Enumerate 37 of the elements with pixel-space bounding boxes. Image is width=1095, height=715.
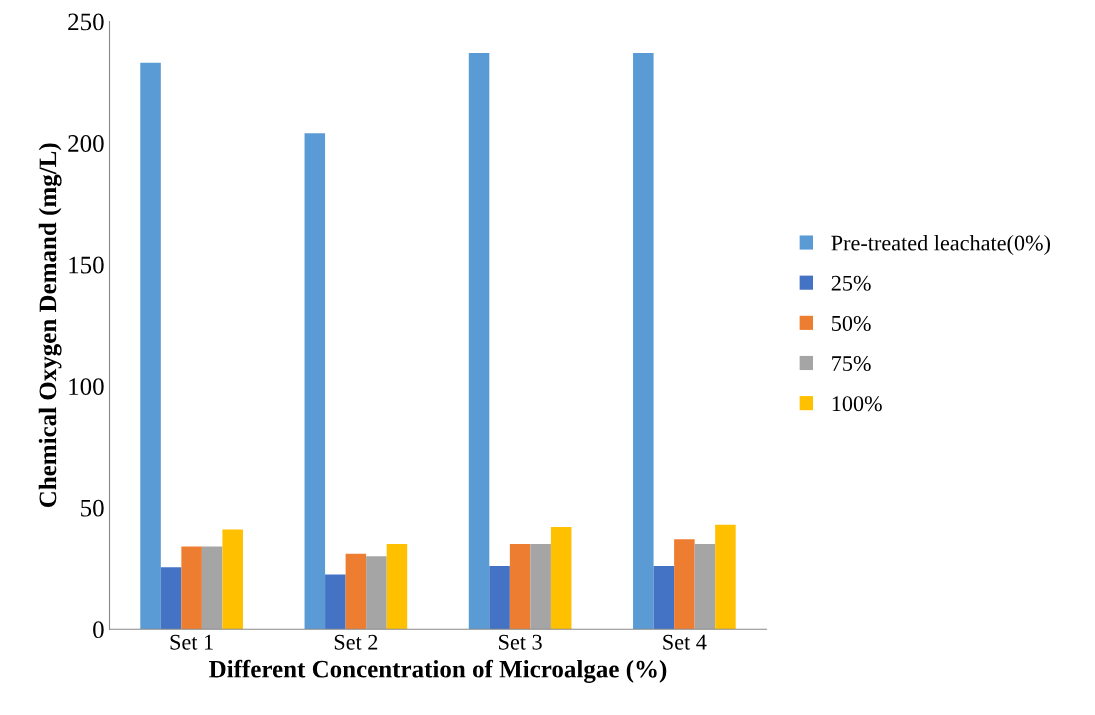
bar — [489, 565, 510, 630]
y-axis-title: Chemical Oxygen Demand (mg/L) — [38, 143, 62, 508]
bar — [201, 546, 223, 630]
x-tick-label: Set 3 — [499, 634, 542, 650]
x-tick-label: Set 4 — [663, 634, 707, 650]
legend-label: 100% — [832, 396, 882, 412]
legend-label: 50% — [832, 315, 871, 331]
y-tick-label: 100 — [69, 378, 104, 396]
bar — [468, 53, 490, 630]
bar — [345, 553, 367, 630]
y-tick-label: 50 — [81, 499, 104, 517]
bar — [674, 539, 695, 630]
legend-label: 75% — [832, 356, 871, 372]
y-tick-label: 200 — [68, 135, 104, 152]
y-tick-label: 150 — [69, 256, 104, 274]
y-tick-label: 250 — [68, 13, 104, 31]
bar — [140, 62, 161, 630]
bar — [694, 544, 716, 630]
bar — [160, 567, 182, 630]
legend-label: Pre-treated leachate(0%) — [831, 234, 1050, 256]
bar — [530, 544, 551, 630]
bar — [181, 546, 202, 630]
bar — [386, 544, 408, 630]
legend-label: 25% — [831, 275, 871, 291]
bar — [304, 133, 326, 630]
bar — [653, 565, 675, 630]
x-tick-label: Set 1 — [170, 634, 213, 650]
bar — [325, 574, 346, 630]
bar — [366, 556, 387, 630]
x-tick-label: Set 2 — [334, 634, 378, 650]
x-axis-title: Different Concentration of Microalgae (%) — [209, 659, 667, 683]
bar — [633, 53, 654, 630]
bar — [715, 524, 736, 630]
bar — [222, 529, 243, 630]
bar — [509, 544, 531, 630]
bar — [550, 527, 572, 630]
y-tick-label: 0 — [93, 621, 104, 639]
